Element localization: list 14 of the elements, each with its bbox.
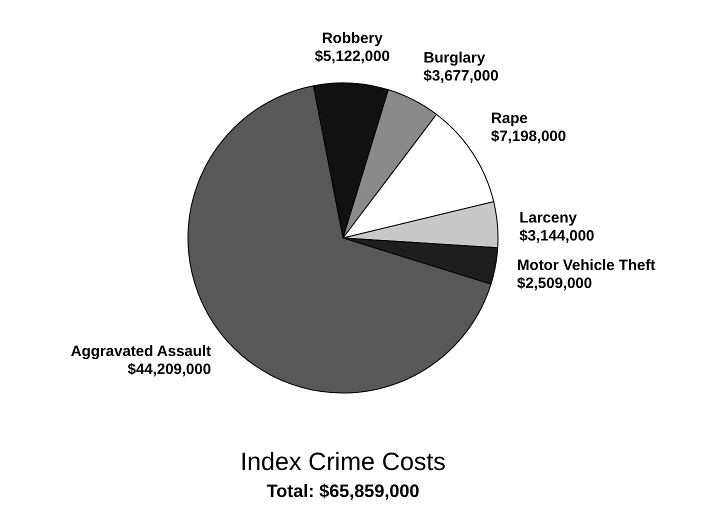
text: Index Crime Costs (239, 448, 447, 477)
slice-label: Burglary (423, 49, 486, 66)
slice-label: Robbery (322, 30, 384, 48)
slice-label: Motor Vehicle Theft (517, 257, 656, 274)
text: Total: $65,859,000 (266, 481, 420, 502)
slice-label: Rape (491, 110, 528, 128)
data-label: $44,209,000 (128, 361, 212, 378)
data-label: $5,122,000 (314, 48, 390, 66)
data-label: $3,144,000 (519, 228, 594, 245)
slice-label: Aggravated Assault (70, 343, 212, 360)
slice-label: Larceny (519, 210, 578, 227)
data-label: $3,677,000 (423, 67, 499, 84)
data-label: $7,198,000 (491, 128, 566, 146)
data-label: $2,509,000 (517, 275, 592, 292)
